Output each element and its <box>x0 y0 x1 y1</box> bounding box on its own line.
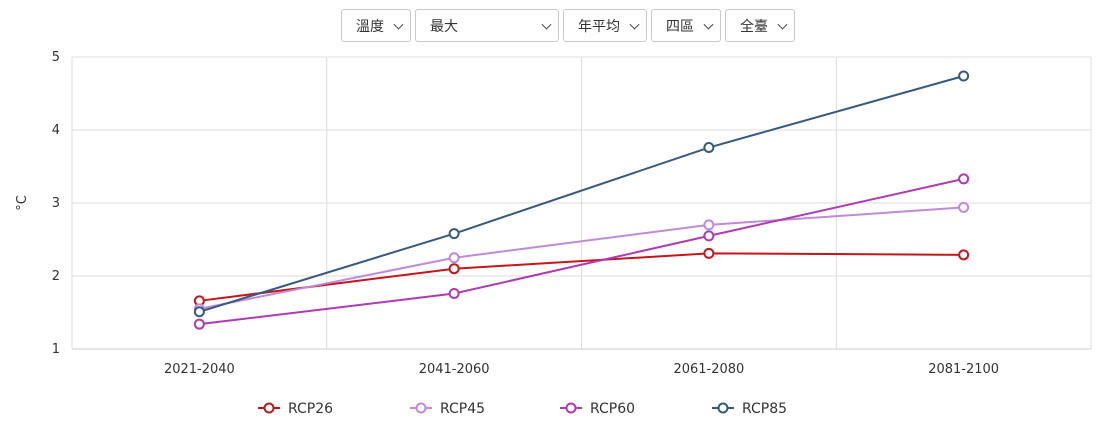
region-type-select[interactable]: 四區 <box>651 9 721 42</box>
data-point-rcp60[interactable] <box>958 173 970 185</box>
statistic-select-value: 最大 <box>430 18 458 35</box>
series-line-rcp60 <box>199 177 964 326</box>
data-point-rcp26[interactable] <box>958 249 970 261</box>
period-select-value: 年平均 <box>578 18 620 35</box>
y-tick-label: 1 <box>52 342 60 357</box>
x-tick-label: 2061-2080 <box>673 362 744 377</box>
period-select[interactable]: 年平均 <box>563 9 647 42</box>
data-point-rcp85[interactable] <box>448 228 460 240</box>
data-point-rcp45[interactable] <box>448 252 460 264</box>
legend-label-rcp45[interactable]: RCP45 <box>440 401 485 417</box>
legend-label-rcp60[interactable]: RCP60 <box>590 401 635 417</box>
series-line-rcp85 <box>199 75 964 313</box>
region-type-select-value: 四區 <box>666 18 694 35</box>
series-line-rcp45 <box>199 206 964 310</box>
y-tick-label: 2 <box>52 269 60 284</box>
data-point-rcp85[interactable] <box>193 306 205 318</box>
y-tick-label: 5 <box>52 50 60 65</box>
y-axis-label: °C <box>15 195 30 211</box>
data-point-rcp85[interactable] <box>958 70 970 82</box>
x-tick-label: 2081-2100 <box>928 362 999 377</box>
data-point-rcp85[interactable] <box>703 142 715 154</box>
y-tick-label: 3 <box>52 196 60 211</box>
data-point-rcp45[interactable] <box>958 201 970 213</box>
legend-label-rcp85[interactable]: RCP85 <box>742 401 787 417</box>
legend-marker-rcp26[interactable] <box>263 402 275 414</box>
variable-select[interactable]: 溫度 <box>341 9 411 42</box>
data-point-rcp26[interactable] <box>703 247 715 259</box>
statistic-select[interactable]: 最大 <box>415 9 559 42</box>
filter-toolbar: 溫度 最大 年平均 四區 全臺 <box>341 9 795 42</box>
data-point-rcp60[interactable] <box>448 288 460 300</box>
legend-marker-rcp85[interactable] <box>717 402 729 414</box>
region-select-value: 全臺 <box>740 18 768 35</box>
data-point-rcp60[interactable] <box>703 230 715 242</box>
variable-select-value: 溫度 <box>356 18 384 35</box>
data-point-rcp26[interactable] <box>448 263 460 275</box>
y-tick-label: 4 <box>52 123 60 138</box>
region-select[interactable]: 全臺 <box>725 9 795 42</box>
data-point-rcp60[interactable] <box>193 318 205 330</box>
data-point-rcp45[interactable] <box>703 219 715 231</box>
legend-marker-rcp60[interactable] <box>565 402 577 414</box>
x-tick-label: 2041-2060 <box>419 362 490 377</box>
legend-label-rcp26[interactable]: RCP26 <box>288 401 333 417</box>
series-line-rcp26 <box>199 252 964 302</box>
x-tick-label: 2021-2040 <box>164 362 235 377</box>
legend-marker-rcp45[interactable] <box>415 402 427 414</box>
